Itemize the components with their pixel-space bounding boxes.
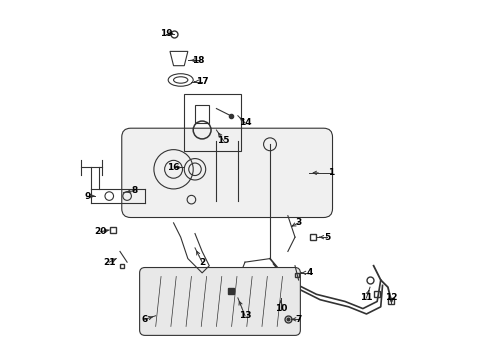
Text: 7: 7 [295,315,302,324]
Text: 4: 4 [306,268,313,277]
Text: 12: 12 [385,293,398,302]
Text: 9: 9 [85,192,91,201]
Text: 10: 10 [274,304,287,313]
Text: 8: 8 [131,186,137,195]
Text: 19: 19 [160,29,172,38]
Bar [184,94,242,152]
Text: 20: 20 [94,227,106,236]
Text: 1: 1 [328,168,334,177]
Text: 14: 14 [239,118,251,127]
Text: 15: 15 [218,136,230,145]
Text: 21: 21 [103,258,116,267]
Text: 5: 5 [324,233,330,242]
Text: 6: 6 [142,315,148,324]
Bar [195,105,209,123]
Text: 3: 3 [295,219,302,228]
FancyBboxPatch shape [140,267,300,336]
Text: 18: 18 [192,56,205,65]
Text: 11: 11 [360,293,373,302]
Text: 16: 16 [167,163,180,172]
Text: 13: 13 [239,311,251,320]
FancyBboxPatch shape [122,128,333,217]
Text: 2: 2 [199,258,205,267]
Text: 17: 17 [196,77,208,86]
